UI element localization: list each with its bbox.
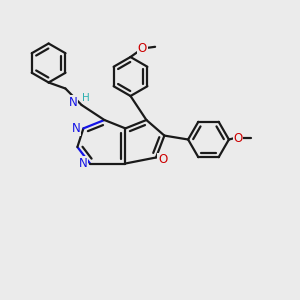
Text: O: O <box>158 153 167 167</box>
Text: O: O <box>233 131 242 145</box>
Text: N: N <box>71 122 80 135</box>
Text: O: O <box>138 42 147 55</box>
Text: N: N <box>69 95 78 109</box>
Text: N: N <box>79 157 88 170</box>
Text: H: H <box>82 93 90 103</box>
